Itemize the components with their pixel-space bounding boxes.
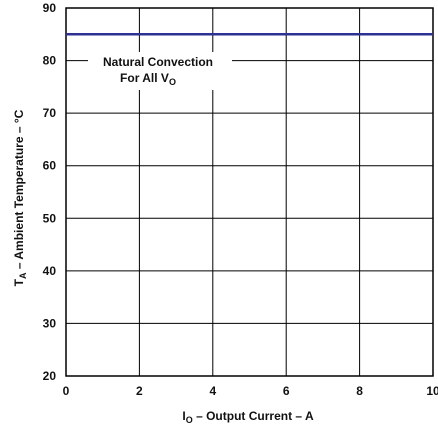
y-tick-label: 60 [43, 159, 57, 173]
tick-labels: 0 2 4 6 8 10 20 30 40 50 60 70 80 90 [43, 1, 438, 398]
x-tick-label: 4 [209, 384, 216, 398]
x-tick-label: 10 [426, 384, 438, 398]
annotation-line-2: For All VO [120, 71, 176, 87]
y-tick-label: 50 [43, 211, 57, 225]
y-tick-label: 80 [43, 54, 57, 68]
annotation-background [88, 52, 232, 90]
y-tick-label: 70 [43, 106, 57, 120]
y-axis-title: TA – Ambient Temperature – °C [12, 109, 28, 286]
y-tick-label: 30 [43, 316, 57, 330]
grid [65, 7, 434, 377]
y-tick-label: 20 [43, 369, 57, 383]
annotation-line-1: Natural Convection [103, 55, 213, 69]
x-axis-title: IO – Output Current – A [182, 409, 314, 425]
x-tick-label: 2 [136, 384, 143, 398]
y-tick-label: 90 [43, 1, 57, 15]
x-tick-label: 6 [283, 384, 290, 398]
y-tick-label: 40 [43, 264, 57, 278]
x-tick-label: 8 [356, 384, 363, 398]
x-tick-label: 0 [63, 384, 70, 398]
annotation: Natural Convection For All VO [88, 52, 232, 90]
plot-frame [65, 7, 434, 377]
